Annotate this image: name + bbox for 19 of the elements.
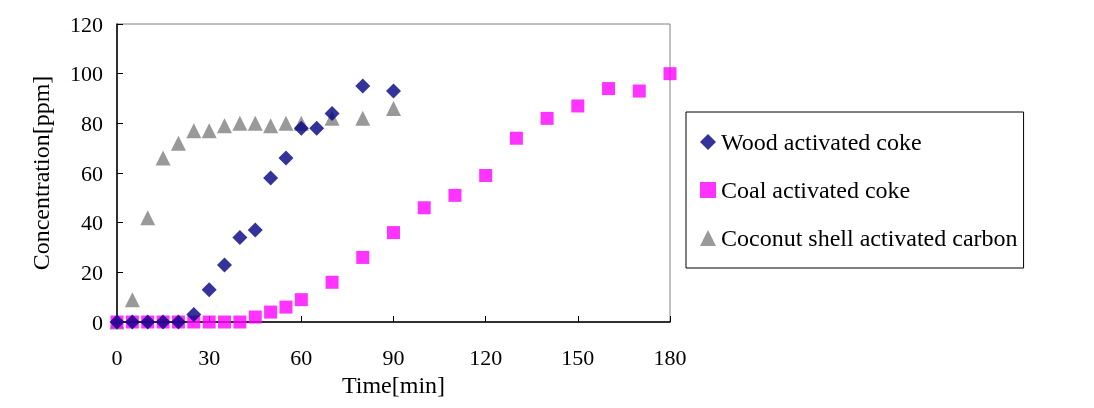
x-tick-label: 60 [290, 344, 313, 370]
legend-label: Wood activated coke [721, 129, 922, 155]
y-tick-label: 40 [81, 210, 103, 236]
x-tick-label: 120 [469, 344, 503, 370]
y-tick-label: 80 [81, 110, 103, 136]
x-tick-label: 0 [111, 344, 123, 370]
y-tick-label: 120 [70, 11, 103, 37]
x-tick-label: 30 [198, 344, 221, 370]
y-tick-label: 20 [81, 259, 103, 285]
y-tick-label: 0 [92, 309, 103, 335]
x-tick-label: 150 [561, 344, 595, 370]
y-tick-label: 100 [70, 61, 103, 87]
legend-label: Coconut shell activated carbon [721, 225, 1018, 251]
x-tick-label: 180 [653, 344, 687, 370]
y-tick-label: 60 [81, 160, 103, 186]
y-axis-title: Concentration[ppm] [28, 75, 54, 271]
x-axis-title: Time[min] [341, 371, 446, 398]
x-tick-label: 90 [382, 344, 405, 370]
legend-label: Coal activated coke [721, 177, 911, 203]
